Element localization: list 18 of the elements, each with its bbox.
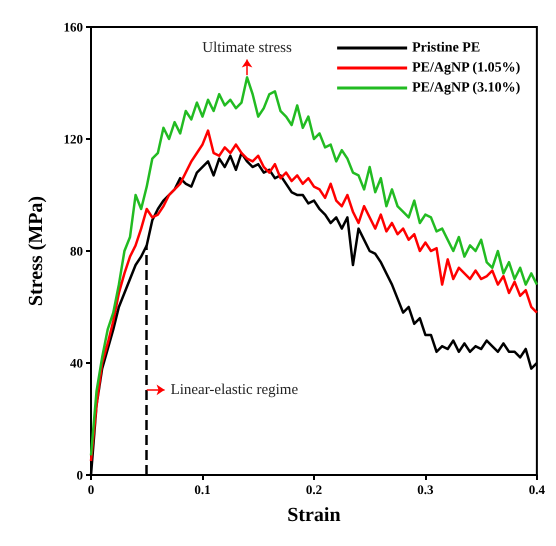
line-series — [90, 76, 538, 457]
x-tick-label: 0.4 — [528, 482, 546, 497]
x-tick-label: 0.2 — [306, 482, 322, 497]
legend-label: Pristine PE — [412, 40, 480, 56]
y-tick-label: 0 — [76, 468, 83, 482]
x-axis-title: Strain — [287, 504, 341, 526]
ref-line-label: Linear-elastic regime — [170, 382, 298, 398]
x-tick-label: 0.3 — [417, 482, 434, 497]
annotation: Ultimate stress — [202, 40, 292, 56]
y-tick-label: 80 — [70, 244, 83, 258]
legend-label: PE/AgNP (1.05%) — [412, 60, 521, 76]
x-tick-label: 0.1 — [194, 482, 211, 497]
x-tick-label: 0 — [88, 482, 94, 497]
y-tick-label: 160 — [64, 20, 83, 34]
legend-label: PE/AgNP (3.10%) — [412, 80, 521, 96]
y-axis-title: Stress (MPa) — [25, 196, 47, 306]
y-tick-label: 120 — [64, 132, 83, 146]
y-tick-label: 40 — [70, 356, 83, 370]
